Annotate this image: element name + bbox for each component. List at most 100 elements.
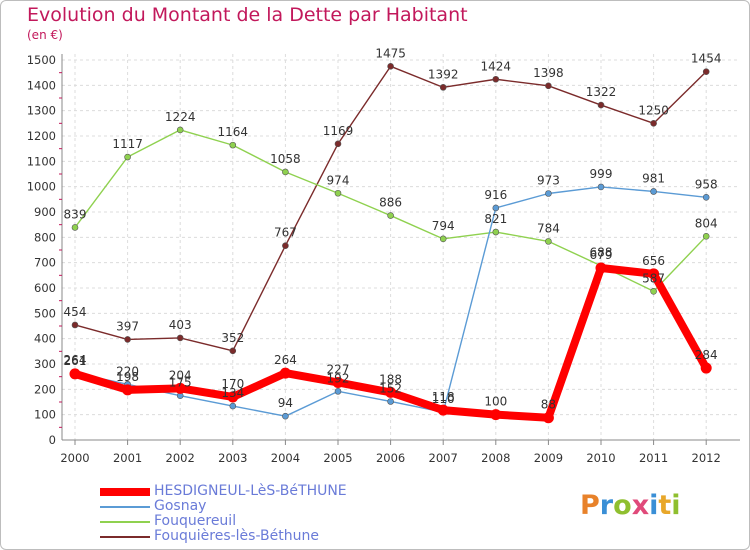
- data-point: [385, 386, 397, 398]
- series-hesdigneul-l-s-b-thune: [69, 262, 712, 424]
- chart-unit: (en €): [27, 28, 63, 42]
- data-label: 192: [327, 371, 350, 385]
- data-point: [282, 412, 289, 420]
- data-label: 134: [221, 386, 244, 400]
- data-point: [702, 233, 710, 240]
- data-label: 352: [221, 331, 244, 345]
- legend-label: HESDIGNEUL-LèS-BéTHUNE: [154, 483, 347, 499]
- data-label: 100: [484, 395, 507, 409]
- data-point: [71, 224, 79, 231]
- data-label: 118: [432, 390, 455, 404]
- data-point: [176, 334, 184, 342]
- logo-letter: i: [649, 490, 659, 521]
- data-label: 1224: [165, 110, 196, 124]
- data-label: 220: [116, 364, 139, 378]
- data-label: 1322: [586, 85, 617, 99]
- data-label: 886: [379, 196, 402, 210]
- data-point: [387, 398, 394, 405]
- data-label: 264: [64, 353, 87, 367]
- data-point: [492, 228, 500, 236]
- data-point: [334, 140, 342, 148]
- data-label: 1398: [533, 66, 564, 80]
- legend-swatch: [100, 536, 150, 538]
- data-label: 1164: [218, 125, 249, 139]
- data-point: [545, 82, 552, 90]
- data-point: [334, 189, 342, 197]
- data-label: 188: [379, 372, 402, 386]
- data-label: 821: [484, 212, 507, 226]
- data-point: [279, 367, 291, 379]
- x-tick-label: 2002: [166, 451, 195, 465]
- data-label: 784: [537, 221, 560, 235]
- data-point: [229, 402, 237, 410]
- data-label: 1392: [428, 67, 459, 81]
- data-point: [650, 188, 657, 195]
- data-point: [71, 321, 79, 329]
- data-point: [650, 120, 657, 127]
- logo-letter: P: [580, 490, 600, 521]
- data-label: 794: [432, 219, 455, 233]
- x-tick-label: 2010: [586, 451, 615, 465]
- data-label: 264: [274, 353, 297, 367]
- series-fouqui-res-l-s-b-thune: [71, 63, 710, 355]
- data-label: 916: [484, 188, 507, 202]
- data-label: 1117: [112, 137, 143, 151]
- x-tick-label: 2009: [534, 451, 563, 465]
- data-point: [387, 63, 394, 70]
- data-label: 204: [169, 368, 192, 382]
- data-point: [490, 409, 502, 421]
- y-tick-label: 1400: [27, 78, 56, 92]
- logo-letter: o: [613, 490, 632, 521]
- data-point: [282, 168, 289, 176]
- y-tick-label: 1500: [27, 53, 56, 67]
- data-label: 397: [116, 319, 139, 333]
- proxiti-logo: Proxiti: [580, 490, 681, 521]
- x-tick-label: 2004: [271, 451, 300, 465]
- y-tick-label: 700: [34, 256, 56, 270]
- y-tick-label: 300: [34, 357, 56, 371]
- legend-label: Fouquières-lès-Béthune: [154, 528, 319, 544]
- x-tick-label: 2011: [639, 451, 668, 465]
- data-label: 152: [379, 381, 402, 395]
- legend-label: Gosnay: [154, 498, 207, 514]
- x-tick-label: 2001: [113, 451, 142, 465]
- y-tick-label: 1300: [27, 104, 56, 118]
- y-tick-label: 900: [34, 205, 56, 219]
- data-label: 454: [64, 305, 87, 319]
- legend-swatch: [100, 488, 150, 496]
- legend-swatch: [100, 521, 150, 523]
- y-tick-label: 0: [49, 433, 56, 447]
- y-tick-label: 200: [34, 382, 56, 396]
- data-label: 587: [642, 271, 665, 285]
- x-tick-label: 2006: [376, 451, 405, 465]
- data-label: 403: [169, 318, 192, 332]
- y-tick-label: 1000: [27, 180, 56, 194]
- data-label: 974: [327, 173, 350, 187]
- data-point: [282, 242, 289, 249]
- plot-area: [62, 54, 740, 440]
- data-label: 284: [695, 348, 718, 362]
- data-point: [648, 268, 660, 280]
- data-point: [702, 194, 710, 201]
- data-point: [597, 183, 605, 191]
- data-label: 261: [64, 354, 87, 368]
- data-label: 958: [695, 177, 718, 191]
- data-point: [334, 388, 342, 395]
- x-tick-label: 2000: [60, 451, 89, 465]
- y-tick-label: 1200: [27, 129, 56, 143]
- data-point: [332, 376, 344, 388]
- data-point: [542, 412, 554, 424]
- logo-letter: x: [631, 490, 650, 521]
- data-point: [492, 75, 500, 83]
- x-tick-label: 2005: [323, 451, 352, 465]
- data-label: 804: [695, 216, 718, 230]
- y-tick-label: 100: [34, 408, 56, 422]
- data-point: [439, 235, 447, 243]
- logo-letter: r: [599, 490, 614, 521]
- data-label: 1250: [638, 103, 669, 117]
- chart-title: Evolution du Montant de la Dette par Hab…: [27, 4, 468, 26]
- x-tick-label: 2012: [692, 451, 721, 465]
- data-label: 170: [221, 377, 244, 391]
- data-point: [492, 204, 500, 212]
- data-point: [229, 347, 237, 355]
